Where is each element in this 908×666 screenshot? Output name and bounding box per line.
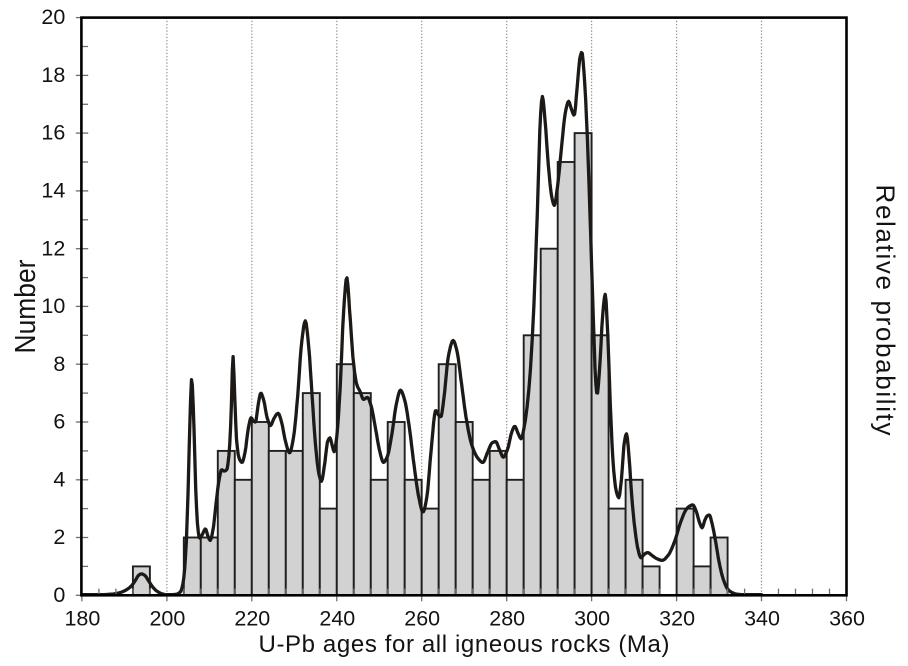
svg-text:180: 180 xyxy=(64,606,100,630)
svg-text:240: 240 xyxy=(319,606,355,630)
svg-text:18: 18 xyxy=(41,63,65,87)
svg-text:0: 0 xyxy=(53,583,65,607)
svg-text:360: 360 xyxy=(829,606,865,630)
svg-text:6: 6 xyxy=(53,410,65,434)
svg-text:280: 280 xyxy=(489,606,525,630)
svg-text:Relative probability: Relative probability xyxy=(871,185,901,436)
svg-text:16: 16 xyxy=(41,121,65,145)
svg-text:12: 12 xyxy=(41,236,65,260)
svg-text:10: 10 xyxy=(41,294,65,318)
svg-text:20: 20 xyxy=(41,5,65,29)
svg-text:340: 340 xyxy=(744,606,780,630)
svg-text:320: 320 xyxy=(659,606,695,630)
svg-text:300: 300 xyxy=(574,606,610,630)
svg-text:4: 4 xyxy=(53,467,65,491)
svg-text:14: 14 xyxy=(41,179,65,203)
svg-text:U-Pb ages for all igneous rock: U-Pb ages for all igneous rocks (Ma) xyxy=(259,631,670,658)
svg-text:200: 200 xyxy=(149,606,185,630)
svg-text:260: 260 xyxy=(404,606,440,630)
svg-text:2: 2 xyxy=(53,525,65,549)
svg-text:Number: Number xyxy=(10,259,42,353)
svg-text:220: 220 xyxy=(234,606,270,630)
svg-text:8: 8 xyxy=(53,352,65,376)
